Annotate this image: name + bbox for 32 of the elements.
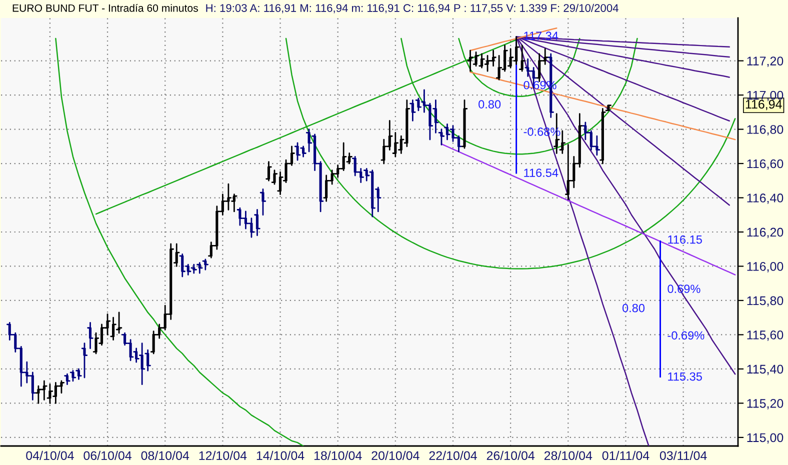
x-tick-label: 03/11/04 <box>660 450 707 460</box>
chart-subtitle: H: 19:03 A: 116,91 M: 116,94 m: 116,91 C: 116,94 P : 117,55 V: 1.339 F: 29/10/2004 <box>206 4 618 14</box>
x-tick-label: 08/10/04 <box>141 450 190 460</box>
y-tick-label: 116,40 <box>747 194 784 204</box>
annotation: 115.35 <box>668 372 702 381</box>
text: 116,94 <box>746 100 782 110</box>
x-tick-label: 28/10/04 <box>544 450 592 460</box>
x-tick-label: 04/10/04 <box>26 450 74 460</box>
y-tick-label: 115,80 <box>747 296 784 307</box>
y-tick-label: 115,00 <box>747 433 784 444</box>
x-tick-label: 06/10/04 <box>84 450 132 460</box>
x-tick-label: 18/10/04 <box>314 450 362 460</box>
x-tick-label: 01/11/04 <box>602 450 650 460</box>
x-tick-label: 22/10/04 <box>429 450 477 460</box>
y-tick-label: 116,60 <box>747 159 784 170</box>
y-tick-label: 115,40 <box>747 364 784 376</box>
chart-title: EURO BUND FUT - Intradía 60 minutos <box>12 4 198 12</box>
annotation: 116.54 <box>524 168 558 177</box>
y-tick-label: 116,80 <box>747 125 784 136</box>
x-tick-label: 20/10/04 <box>372 450 420 460</box>
x-tick-label: 26/10/04 <box>486 450 535 460</box>
annotation: 0.80 <box>622 304 645 312</box>
annotation: -0.69% <box>668 331 704 340</box>
x-tick-label: 12/10/04 <box>199 450 247 460</box>
x-tick-label: 14/10/04 <box>256 450 304 460</box>
annotation: 0.80 <box>478 100 501 108</box>
y-tick-label: 116,00 <box>747 262 784 272</box>
y-tick-label: 117,20 <box>747 56 784 67</box>
annotation: 116.15 <box>668 235 702 244</box>
y-tick-label: 115,60 <box>747 330 784 341</box>
y-tick-label: 115,20 <box>747 399 784 410</box>
y-tick-label: 116,20 <box>747 228 784 238</box>
